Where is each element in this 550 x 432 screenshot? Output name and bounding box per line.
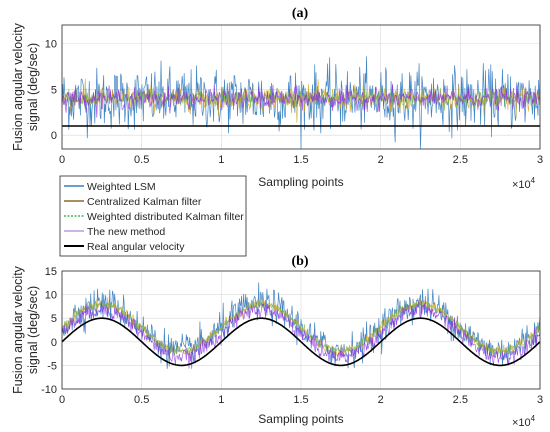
panel-a-ticks: 0 0.5 1 1.5 2 2.5 3 0 5 10 [45, 38, 543, 166]
panel-b-xtick-label-0: 0 [59, 394, 65, 406]
panel-b-ytick-label-0: -10 [41, 384, 57, 396]
legend-label-weighted-lsm: Weighted LSM [87, 181, 156, 193]
panel-a-ytick-label-1: 5 [51, 84, 57, 96]
panel-b-xtick-label-2: 1 [218, 394, 224, 406]
panel-a-series-the-new-method [61, 83, 541, 118]
legend-item-new-method: The new method [64, 226, 165, 238]
panel-a-xtick-label-6: 3 [537, 154, 543, 166]
panel-a-ylabel-line1: Fusion angular velocity [11, 22, 25, 151]
legend-label-real-angular-velocity: Real angular velocity [87, 241, 185, 253]
panel-a-ytick-label-0: 0 [51, 130, 57, 142]
panel-a-xtick-label-1: 0.5 [134, 154, 149, 166]
panel-a-ytick-label-2: 10 [45, 38, 57, 50]
panel-a-title: (a) [292, 6, 309, 21]
panel-b-xtick-label-4: 2 [378, 394, 384, 406]
panel-b: (b) 0 0.5 1 1.5 2 2.5 3 -10 -5 0 5 10 15 Fusion angu… [11, 254, 543, 429]
panel-a-xtick-label-0: 0 [59, 154, 65, 166]
panel-b-xtick-label-6: 3 [537, 394, 543, 406]
legend-label-centralized-kalman: Centralized Kalman filter [87, 196, 202, 208]
panel-b-ytick-label-5: 15 [45, 266, 57, 278]
panel-b-ticks: 0 0.5 1 1.5 2 2.5 3 -10 -5 0 5 10 15 [41, 266, 543, 406]
panel-b-series-the-new-method [61, 300, 541, 369]
panel-b-ytick-label-1: -5 [47, 360, 57, 372]
panel-b-ylabel-line1: Fusion angular velocity [11, 265, 25, 394]
panel-b-series-real-angular-velocity [61, 317, 541, 367]
panel-b-xtick-label-1: 0.5 [134, 394, 149, 406]
panel-a-xtick-label-3: 1.5 [293, 154, 308, 166]
panel-a-xlabel: Sampling points [258, 175, 343, 189]
legend-item-weighted-lsm: Weighted LSM [64, 181, 156, 193]
panel-a-xtick-label-2: 1 [218, 154, 224, 166]
panel-a-x-multiplier: ×104 [512, 176, 536, 191]
panel-b-series-weighted-distributed-kalman-filter [61, 300, 541, 356]
panel-b-x-multiplier: ×104 [512, 414, 536, 429]
legend-item-centralized-kalman: Centralized Kalman filter [64, 196, 202, 208]
legend: Weighted LSM Centralized Kalman filter W… [59, 175, 247, 257]
panel-a-axes-box [61, 24, 541, 150]
panel-b-title: (b) [291, 254, 308, 269]
legend-box [59, 175, 247, 257]
panel-b-ytick-label-2: 0 [51, 337, 57, 349]
panel-b-ytick-label-3: 5 [51, 313, 57, 325]
legend-label-weighted-distributed-kalman: Weighted distributed Kalman filter [87, 211, 244, 223]
panel-b-axes-box [61, 270, 541, 390]
panel-b-ytick-label-4: 10 [45, 290, 57, 302]
legend-item-real-angular-velocity: Real angular velocity [64, 241, 185, 253]
panel-a-xtick-label-4: 2 [378, 154, 384, 166]
panel-b-xtick-label-3: 1.5 [293, 394, 308, 406]
legend-label-new-method: The new method [87, 226, 165, 238]
panel-b-xtick-label-5: 2.5 [453, 394, 468, 406]
panel-a-ylabel-line2: signal (deg/sec) [26, 43, 40, 131]
panel-b-ylabel-line2: signal (deg/sec) [26, 286, 40, 374]
panel-a-xtick-label-5: 2.5 [453, 154, 468, 166]
legend-item-weighted-distributed-kalman: Weighted distributed Kalman filter [64, 211, 244, 223]
panel-a: (a) 0 0.5 1 1.5 2 2.5 3 0 5 10 Fusion angular vel… [11, 6, 543, 191]
panel-b-series [61, 282, 541, 369]
panel-b-xlabel: Sampling points [258, 412, 343, 426]
